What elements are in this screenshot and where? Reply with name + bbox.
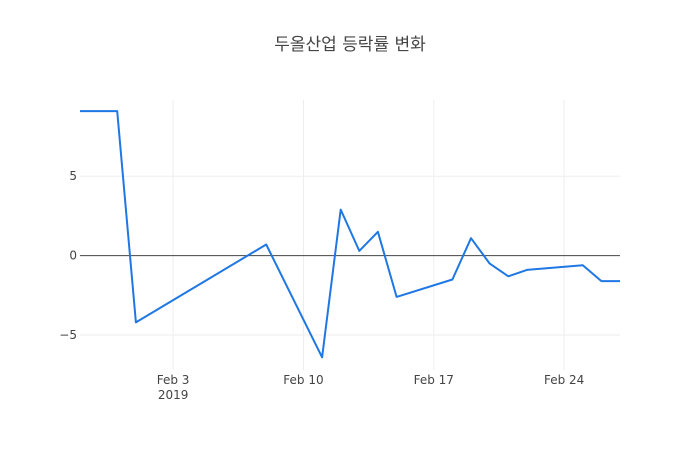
chart-title: 두올산업 등락률 변화: [274, 35, 426, 55]
x-tick-label: Feb 24: [544, 373, 584, 387]
series-layer: [79, 110, 621, 359]
grid-layer: [80, 100, 620, 370]
x-tick-label: Feb 17: [414, 373, 454, 387]
x-tick-label: Feb 3: [157, 373, 190, 387]
x-tick-sublabel: 2019: [158, 388, 189, 402]
y-tick-label: −5: [59, 328, 77, 342]
series-line: [80, 110, 620, 359]
x-tick-label: Feb 10: [283, 373, 323, 387]
y-tick-label: 5: [69, 169, 77, 183]
y-tick-label: 0: [69, 249, 77, 263]
